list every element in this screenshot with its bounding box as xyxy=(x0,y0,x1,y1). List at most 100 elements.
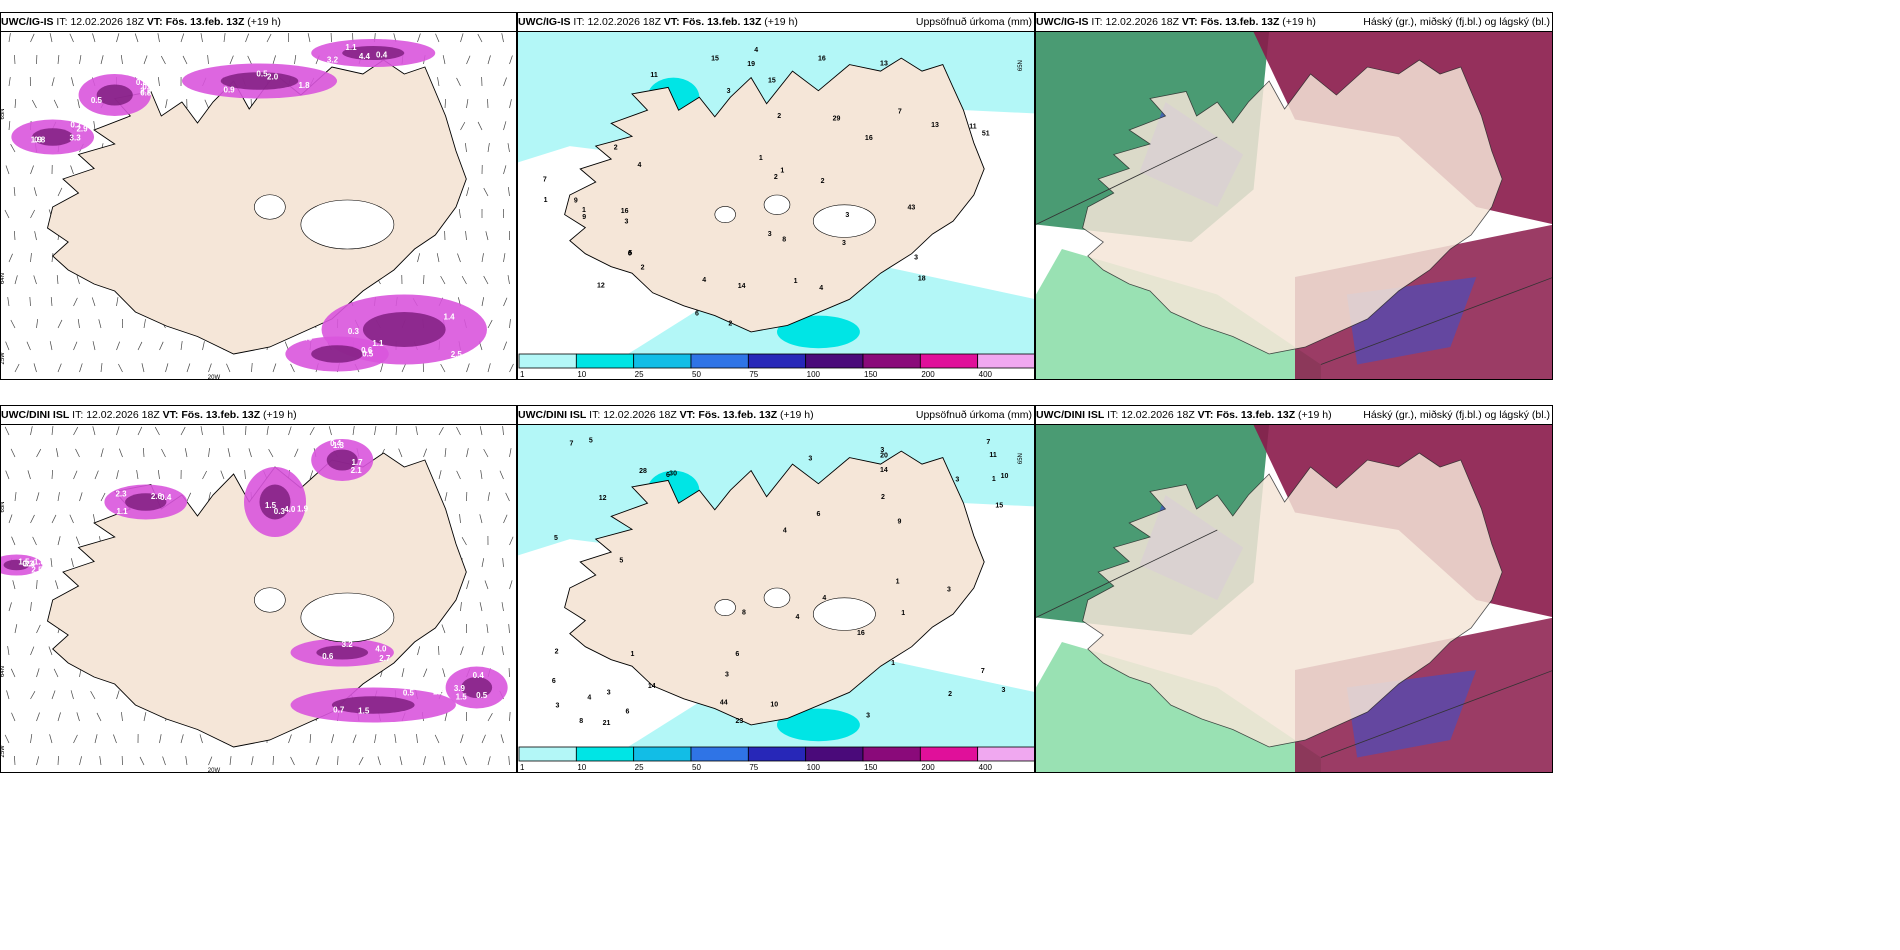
wind-value-label: 0.9 xyxy=(224,86,236,95)
precip-value-label: 44 xyxy=(720,700,728,707)
wind-gust-core xyxy=(331,696,415,714)
wind-barb xyxy=(435,33,440,43)
colorbar-segment xyxy=(747,353,807,369)
precip-value-label: 1 xyxy=(544,197,548,204)
colorbar-tick-label: 200 xyxy=(921,763,935,772)
wind-barb xyxy=(79,492,83,502)
panel-header: UWC/DINI ISL IT: 12.02.2026 18Z VT: Fös.… xyxy=(1,406,516,424)
glacier xyxy=(254,587,286,613)
wind-barb xyxy=(71,558,74,568)
wind-gust-core xyxy=(342,46,405,60)
wind-barb xyxy=(4,209,10,219)
wind-barb xyxy=(159,734,162,744)
precip-value-label: 4 xyxy=(637,162,641,169)
wind-barb xyxy=(51,690,56,700)
wind-value-label: 0.7 xyxy=(333,706,345,715)
colorbar-tick-label: 150 xyxy=(864,370,878,379)
wind-barb xyxy=(500,734,504,744)
wind-barb xyxy=(481,646,485,656)
precip-value-label: 6 xyxy=(666,472,670,479)
grid-line xyxy=(1036,529,1218,618)
wind-barb xyxy=(288,734,292,744)
wind-barb xyxy=(51,469,53,480)
precip-value-label: 4 xyxy=(754,47,758,54)
wind-barb xyxy=(503,77,507,87)
model-name: UWC/DINI ISL xyxy=(1,409,70,421)
wind-barb xyxy=(244,470,246,480)
wind-value-label: 0.6 xyxy=(322,652,334,661)
it-label: IT: xyxy=(1091,16,1103,28)
wind-barb xyxy=(466,448,469,458)
precip-value-label: 4 xyxy=(795,614,799,621)
colorbar-tick-label: 1 xyxy=(520,763,525,772)
colorbar-segment xyxy=(862,746,921,762)
colorbar-segment xyxy=(977,353,1034,369)
lead-time: (+19 h) xyxy=(1298,409,1332,421)
wind-barb xyxy=(33,187,37,197)
precip-value-label: 10 xyxy=(770,702,778,709)
precip-value-label: 9 xyxy=(582,214,586,221)
wind-barb xyxy=(294,448,299,458)
wind-barb xyxy=(11,536,16,546)
wind-value-label: 1.5 xyxy=(456,693,468,702)
precip-value-label: 4 xyxy=(587,694,591,701)
wind-barb xyxy=(377,756,381,766)
wind-barb xyxy=(466,55,471,65)
valid-time: Fös. 13.feb. 13Z xyxy=(1200,16,1280,28)
precip-value-label: 7 xyxy=(543,176,547,183)
wind-barb xyxy=(509,448,512,458)
precip-value-label: 2 xyxy=(555,649,559,656)
wind-gust-core xyxy=(362,312,446,347)
precip-value-label: 3 xyxy=(725,672,729,679)
wind-barb xyxy=(484,580,489,590)
wind-barb xyxy=(56,275,59,285)
wind-barb xyxy=(93,514,96,524)
precip-value-label: 15 xyxy=(995,503,1003,510)
wind-barb xyxy=(487,492,490,502)
wind-barb xyxy=(502,426,504,436)
colorbar-segment xyxy=(690,746,749,762)
precip-value-label: 5 xyxy=(589,438,593,445)
precip-value-label: 3 xyxy=(880,447,884,454)
vt-label: VT: xyxy=(1181,16,1198,28)
wind-barb xyxy=(222,426,225,436)
wind-barb xyxy=(8,33,11,43)
precip-area-light xyxy=(621,260,1034,358)
wind-barb xyxy=(416,734,418,744)
wind-barb xyxy=(36,448,42,458)
wind-barb xyxy=(30,691,36,700)
model-name: UWC/DINI ISL xyxy=(1036,409,1105,421)
colorbar-tick-label: 1 xyxy=(520,370,525,379)
wind-barb xyxy=(11,712,16,722)
wind-barb xyxy=(503,165,507,175)
wind-barb xyxy=(56,448,59,458)
wind-barb xyxy=(487,319,493,329)
wind-barb xyxy=(331,734,335,744)
wind-value-label: 1.8 xyxy=(298,81,310,90)
wind-barb xyxy=(444,492,448,502)
wind-gust-core xyxy=(32,128,74,146)
precip-map: 4 3 6 10 16 10 2 3 5 6 7 14 30 14 6 11 7 8 23 1 5 15 3 9 1 5 1 3 4 3 6… xyxy=(518,424,1034,751)
wind-barb xyxy=(483,448,489,458)
wind-barb xyxy=(73,470,78,480)
wind-value-label: 1.1 xyxy=(345,43,357,52)
wind-barb xyxy=(456,77,461,87)
wind-barb xyxy=(182,55,188,65)
wind-barb xyxy=(208,756,213,766)
wind-barb xyxy=(10,668,16,678)
wind-barb xyxy=(483,187,489,197)
iceland-land xyxy=(1082,59,1503,355)
wind-barb xyxy=(5,470,10,480)
precip-value-label: 1 xyxy=(630,651,634,658)
wind-barb xyxy=(477,121,483,131)
precip-value-label: 13 xyxy=(931,122,939,129)
wind-barb xyxy=(460,602,462,612)
wind-barb xyxy=(437,77,440,87)
wind-barb xyxy=(503,341,508,351)
init-time: 12.02.2026 18Z xyxy=(1121,409,1195,421)
wind-barb xyxy=(184,448,188,458)
wind-barb xyxy=(457,253,461,263)
precip-value-label: 19 xyxy=(747,61,755,68)
wind-value-label: 1.3 xyxy=(468,296,480,305)
precip-value-label: 3 xyxy=(947,587,951,594)
